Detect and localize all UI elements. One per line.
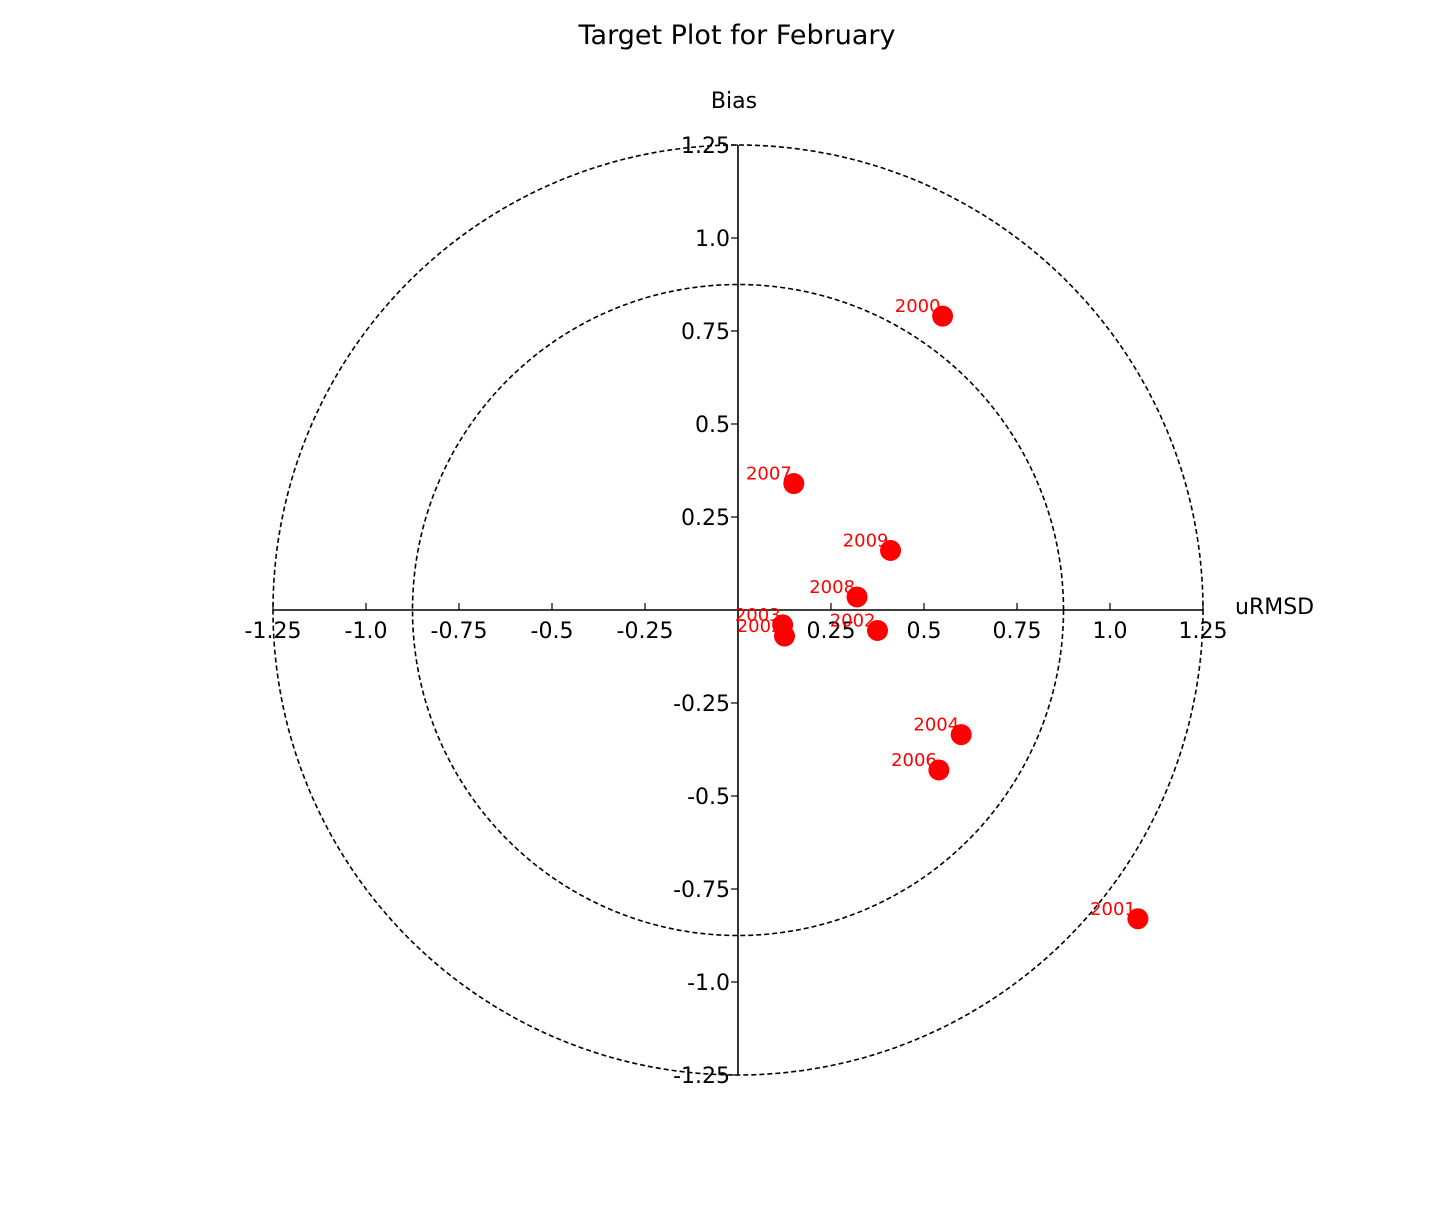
point-label-2003: 2003	[735, 605, 781, 626]
y-tick-label: -0.5	[687, 785, 730, 810]
point-label-2002: 2002	[830, 610, 876, 631]
y-tick-label: 0.5	[695, 413, 730, 438]
point-label-2009: 2009	[843, 530, 889, 551]
y-tick-label: -1.25	[673, 1064, 730, 1089]
y-tick-label: -0.25	[673, 692, 730, 717]
point-label-2004: 2004	[913, 715, 959, 736]
x-axis-label: uRMSD	[1235, 595, 1314, 620]
data-point-2000	[932, 305, 954, 327]
y-tick-label: 1.0	[695, 227, 730, 252]
axes	[273, 145, 1203, 1075]
data-point-2009	[880, 539, 902, 561]
x-tick-label: -0.25	[617, 619, 674, 644]
point-label-2007: 2007	[746, 464, 792, 485]
x-tick-label: 0.25	[807, 619, 856, 644]
point-label-2005: 2005	[737, 616, 783, 637]
point-label-2000: 2000	[895, 296, 941, 317]
x-tick-label: 0.75	[993, 619, 1042, 644]
tick-labels: -1.25 -1.0 -0.75 -0.5 -0.25 0.25 0.5 0.75 1.0 1.2…	[245, 134, 1228, 1089]
point-label-2006: 2006	[891, 750, 937, 771]
data-point-2004	[950, 724, 972, 746]
point-label-2001: 2001	[1090, 899, 1136, 920]
y-tick-label: 1.25	[681, 134, 730, 159]
data-point-2006	[928, 759, 950, 781]
x-tick-label: -0.75	[431, 619, 488, 644]
data-point-2007	[783, 473, 805, 495]
y-tick-label: 0.75	[681, 320, 730, 345]
data-point-2002	[867, 619, 888, 641]
x-tick-label: 1.25	[1179, 619, 1228, 644]
data-point-2005	[774, 625, 795, 647]
x-tick-label: 1.0	[1093, 619, 1128, 644]
chart-title: Target Plot for February	[578, 20, 896, 51]
data-points	[772, 305, 1149, 930]
x-tick-label: -1.25	[245, 619, 302, 644]
x-tick-label: -0.5	[531, 619, 574, 644]
y-tick-label: -0.75	[673, 878, 730, 903]
y-tick-label: -1.0	[687, 971, 730, 996]
data-point-2008	[846, 586, 868, 608]
data-point-2001	[1127, 908, 1149, 930]
x-tick-label: 0.5	[907, 619, 942, 644]
point-label-2008: 2008	[809, 577, 855, 598]
y-axis-label: Bias	[711, 89, 757, 114]
x-tick-label: -1.0	[345, 619, 388, 644]
y-tick-label: 0.25	[681, 506, 730, 531]
